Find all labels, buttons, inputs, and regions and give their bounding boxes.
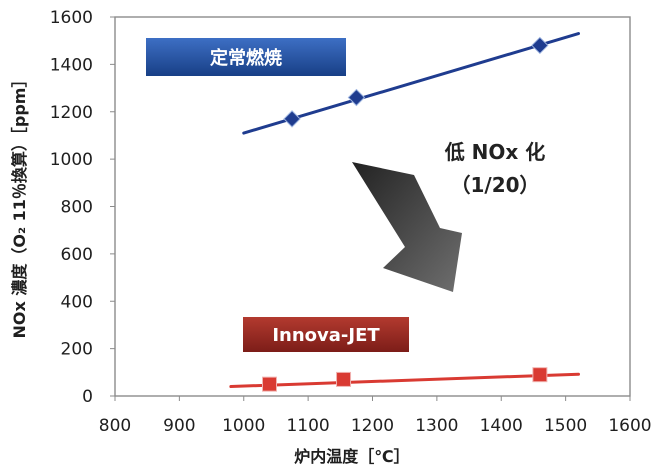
y-tick-label: 400	[61, 292, 93, 312]
data-point-diamond	[283, 110, 301, 128]
data-point-square	[336, 371, 352, 387]
x-axis: 800 900 1000 1100 1200 1300 1400 1500 1600	[99, 396, 652, 436]
y-axis: 0 200 400 600 800 1000 1200 1400 1600	[50, 8, 115, 407]
data-point-diamond	[347, 88, 366, 107]
data-point-square	[262, 376, 277, 392]
x-tick-label: 1200	[351, 416, 394, 436]
x-tick-label: 1300	[415, 416, 458, 436]
y-tick-label: 200	[61, 340, 93, 360]
y-tick-label: 1000	[50, 150, 93, 170]
reduction-arrow	[352, 162, 462, 292]
data-point-square	[532, 367, 548, 383]
x-tick-label: 1100	[286, 416, 329, 436]
series-layer	[229, 32, 580, 392]
x-tick-label: 1000	[222, 416, 265, 436]
y-tick-label: 1600	[50, 8, 93, 28]
x-tick-label: 800	[99, 416, 131, 436]
x-tick-label: 1400	[480, 416, 523, 436]
series-label-innova: Innova-JET	[243, 317, 409, 352]
series-steady	[242, 32, 580, 135]
x-axis-title: 炉内温度［℃］	[294, 447, 409, 466]
series-label-innova-text: Innova-JET	[272, 325, 380, 346]
reduction-annotation-line2: （1/20）	[450, 173, 539, 197]
reduction-annotation-line1: 低 NOx 化	[444, 140, 546, 164]
data-point-diamond	[531, 36, 549, 55]
x-tick-label: 1500	[544, 416, 587, 436]
x-tick-label: 900	[163, 416, 195, 436]
y-tick-label: 800	[61, 198, 93, 218]
y-tick-label: 600	[61, 245, 93, 265]
series-line	[229, 372, 580, 389]
series-label-steady: 定常燃焼	[146, 38, 346, 76]
y-tick-label: 1200	[50, 103, 93, 123]
series-line	[242, 32, 580, 135]
x-tick-label: 1600	[608, 416, 651, 436]
y-tick-label: 1400	[50, 55, 93, 75]
y-axis-title: NOx 濃度（O₂ 11％換算）［ppm］	[10, 72, 29, 339]
series-label-steady-text: 定常燃焼	[210, 47, 282, 69]
y-tick-label: 0	[82, 387, 93, 407]
series-innova	[229, 367, 580, 392]
